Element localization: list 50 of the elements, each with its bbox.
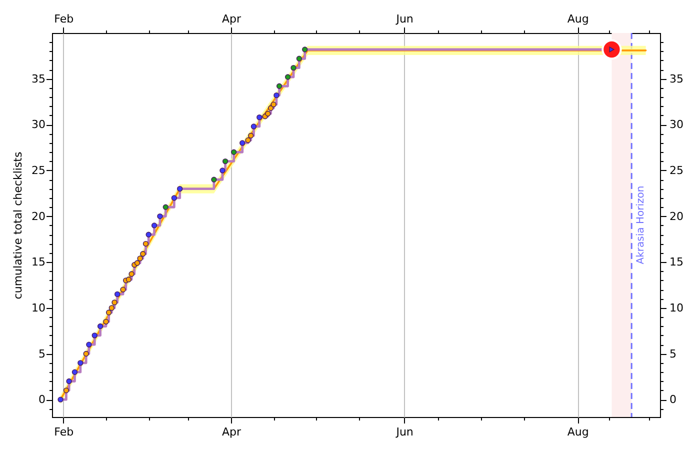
y-tick-label: 20 [32,210,46,223]
point [63,388,70,394]
point [245,137,251,144]
y2-tick-label: 0 [670,393,676,406]
x-tick-label: Apr [222,426,242,438]
y2-tick-label: 5 [670,347,676,360]
point [211,176,217,182]
point [290,64,296,71]
x-tick-label: Aug [567,426,589,438]
y-tick-label: 35 [32,72,46,86]
point [83,350,89,357]
x-tick-label: Jun [395,426,414,438]
y-tick-label: 15 [32,256,46,269]
y2-tick-label: 30 [670,118,684,132]
point [126,276,132,282]
point [284,74,291,80]
point [103,318,109,325]
point [276,83,282,89]
y2-tick-label: 20 [670,210,684,223]
y-tick-label: 5 [38,347,46,360]
point [134,260,140,266]
y-axis-title: cumulative total checklists [12,152,25,300]
y2-tick-label: 10 [670,301,684,314]
y-tick-label: 25 [32,164,46,177]
point [270,102,276,108]
y2-tick-label: 25 [670,164,684,177]
point [137,256,143,262]
y-tick-label: 0 [38,393,46,406]
y2-tick-label: 35 [670,72,684,86]
point [302,46,308,52]
point [112,300,118,306]
point [268,105,274,111]
point [296,56,302,62]
point [108,305,115,311]
point [265,110,271,116]
x2-tick-label: Jun [395,12,414,26]
point [120,286,126,292]
x2-tick-label: Feb [54,12,74,26]
x2-tick-label: Aug [567,12,589,26]
y2-tick-label: 15 [670,256,684,269]
point [248,132,254,138]
ref-line-label: Akrasia Horizon [636,186,647,264]
point [128,271,134,277]
y-tick-label: 10 [32,301,46,314]
x2-tick-label: Apr [222,12,242,26]
point [106,310,112,316]
point [222,158,228,164]
y-tick-label: 30 [32,118,46,132]
x-tick-label: Feb [54,426,74,438]
point [230,149,237,155]
